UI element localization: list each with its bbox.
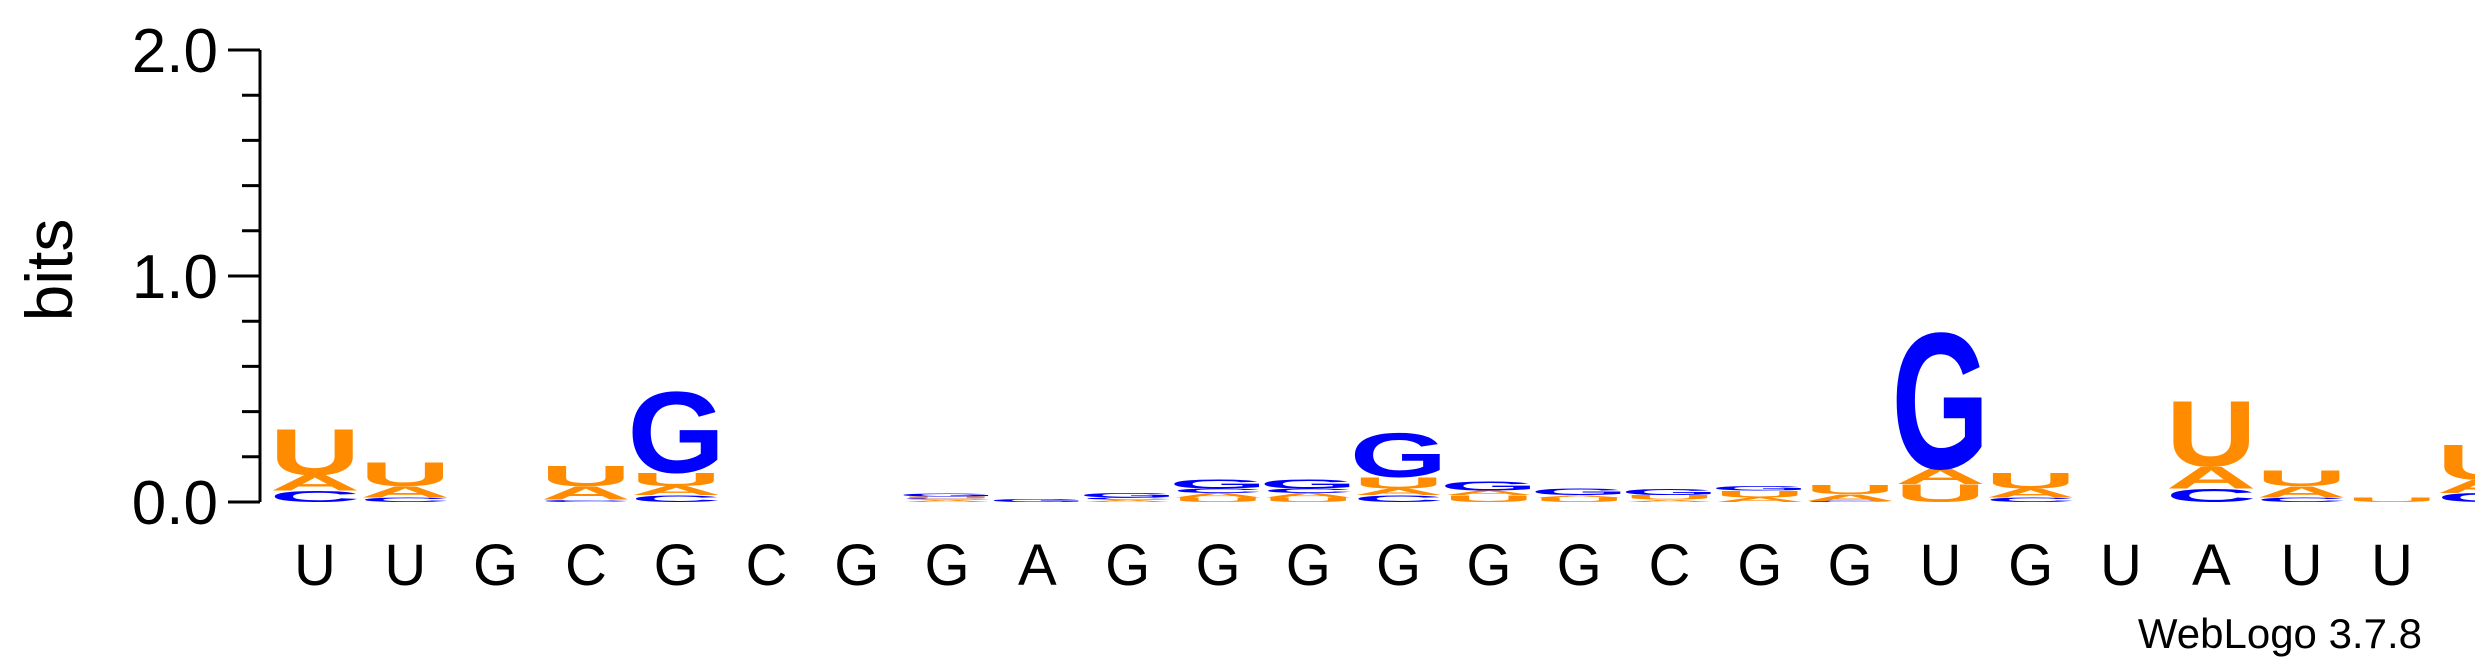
logo-letter-A: A <box>1895 464 1986 489</box>
x-tick-label: G <box>654 533 699 598</box>
logo-letter-U: U <box>2256 466 2347 491</box>
logo-letter-C: C <box>2256 496 2347 503</box>
logo-letter-G: G <box>898 492 996 497</box>
logo-letter-C: C <box>902 498 993 500</box>
logo-letter-U: U <box>2347 496 2438 503</box>
weblogo-credit: WebLogo 3.7.8 <box>2138 610 2422 657</box>
logo-letter-U: U <box>1263 496 1354 503</box>
x-tick-label: G <box>2008 533 2053 598</box>
logo-letter-G: G <box>627 367 725 498</box>
logo-letter-A: A <box>2437 476 2475 497</box>
x-tick-label: G <box>1828 533 1873 598</box>
x-tick-label: G <box>1105 533 1150 598</box>
x-tick-label: A <box>2192 533 2231 598</box>
x-tick-label: G <box>834 533 879 598</box>
logo-letter-A: A <box>1173 492 1264 499</box>
logo-letter-A: A <box>541 483 632 504</box>
logo-letter-U: U <box>1985 469 2076 494</box>
logo-letter-U: U <box>1624 494 1715 501</box>
logo-letter-C: C <box>1173 487 1264 494</box>
logo-letter-G: G <box>1079 492 1177 499</box>
logo-letter-G: G <box>1530 487 1628 498</box>
logo-letter-C: C <box>1985 496 2076 503</box>
logo-letter-A: A <box>902 499 993 502</box>
logo-letter-C: C <box>360 496 451 503</box>
x-tick-label: U <box>2100 533 2142 598</box>
logo-letter-U: U <box>541 461 632 492</box>
x-tick-label: C <box>565 533 607 598</box>
logo-letter-A: A <box>1082 499 1173 502</box>
x-tick-label: G <box>1286 533 1331 598</box>
logo-letter-A: A <box>1263 492 1354 499</box>
logo-letter-A: A <box>2166 460 2257 495</box>
x-tick-label: G <box>925 533 970 598</box>
y-tick-label: 1.0 <box>132 243 218 312</box>
logo-letter-U: U <box>1805 483 1896 497</box>
x-tick-label: U <box>384 533 426 598</box>
logo-letter-A: A <box>1624 499 1715 502</box>
logo-letter-G: G <box>1892 292 1990 509</box>
logo-letter-U: U <box>1534 496 1625 503</box>
logo-letter-U: U <box>902 496 993 499</box>
logo-letter-G: G <box>1711 485 1809 492</box>
logo-letter-A: A <box>1714 496 1805 503</box>
logo-letter-U: U <box>360 455 451 494</box>
logo-letter-A: A <box>270 471 361 496</box>
x-tick-label: C <box>1649 533 1691 598</box>
x-tick-label: A <box>1018 533 1057 598</box>
y-axis: 0.0 1.0 2.0 <box>132 17 262 538</box>
logo-letter-G: G <box>1169 477 1267 491</box>
logo-letter-A: A <box>2256 483 2347 501</box>
logo-letter-G: G <box>1259 477 1357 491</box>
logo-letter-C: C <box>270 488 361 506</box>
letter-stacks: CAUCAUCAUCAUGACUGGACGUACGUACGCAUGUAGUAGA… <box>270 292 2475 509</box>
logo-letter-C: C <box>2166 485 2257 506</box>
logo-letter-A: A <box>1805 492 1896 503</box>
logo-letter-U: U <box>270 416 361 490</box>
x-tick-label: G <box>1557 533 1602 598</box>
logo-letter-A: A <box>631 484 722 498</box>
y-axis-label: bits <box>12 219 86 322</box>
logo-letter-A: A <box>1985 486 2076 500</box>
x-tick-label: G <box>1376 533 1421 598</box>
logo-letter-C: C <box>1082 497 1173 500</box>
logo-letter-G: G <box>1350 421 1448 491</box>
x-tick-label: U <box>1919 533 1961 598</box>
logo-letter-C: C <box>1263 487 1354 494</box>
x-tick-label: U <box>294 533 336 598</box>
logo-letter-A: A <box>360 483 451 501</box>
y-tick-label: 0.0 <box>132 469 218 538</box>
x-tick-label: G <box>1195 533 1240 598</box>
logo-letter-U: U <box>631 469 722 490</box>
x-tick-label: G <box>473 533 518 598</box>
logo-letter-U: U <box>2437 434 2475 490</box>
x-tick-label: G <box>1466 533 1511 598</box>
logo-letter-G: G <box>989 498 1087 503</box>
logo-letter-C: C <box>541 499 632 502</box>
logo-letter-U: U <box>1714 489 1805 500</box>
logo-letter-G: G <box>1440 479 1538 493</box>
logo-letter-U: U <box>1895 480 1986 508</box>
y-tick-label: 2.0 <box>132 17 218 86</box>
x-tick-label: G <box>1737 533 1782 598</box>
x-tick-label: C <box>746 533 788 598</box>
logo-letter-A: A <box>1534 495 1625 498</box>
logo-letter-C: C <box>1353 493 1444 504</box>
logo-letter-U: U <box>1444 493 1535 504</box>
logo-letter-A: A <box>1353 487 1444 498</box>
logo-letter-U: U <box>2166 380 2257 486</box>
logo-letter-A: A <box>1444 490 1535 497</box>
logo-letter-C: C <box>1805 501 1896 503</box>
x-tick-label: U <box>2281 533 2323 598</box>
x-tick-label: U <box>2371 533 2413 598</box>
logo-letter-C: C <box>631 493 722 504</box>
logo-letter-C: C <box>2437 491 2475 505</box>
logo-letter-G: G <box>1621 488 1719 497</box>
logo-letter-U: U <box>1353 474 1444 492</box>
logo-letter-U: U <box>1173 496 1264 503</box>
